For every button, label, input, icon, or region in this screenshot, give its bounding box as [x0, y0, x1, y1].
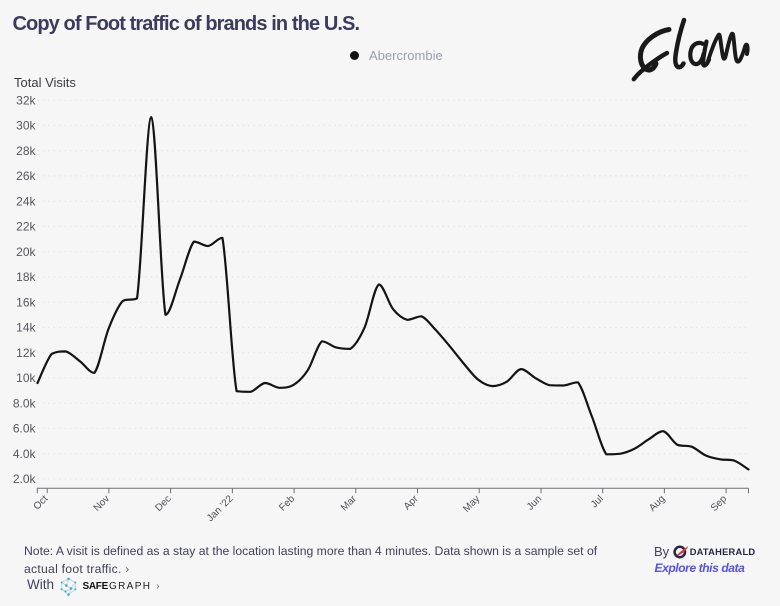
svg-text:20k: 20k: [16, 245, 36, 259]
svg-text:Sep: Sep: [709, 493, 730, 514]
svg-text:10k: 10k: [16, 371, 36, 385]
svg-text:Jun: Jun: [525, 494, 544, 513]
svg-text:2.0k: 2.0k: [13, 472, 37, 486]
svg-text:Feb: Feb: [277, 493, 297, 513]
svg-text:May: May: [461, 494, 482, 515]
svg-text:Jan ’22: Jan ’22: [205, 493, 236, 524]
svg-text:26k: 26k: [16, 169, 36, 183]
svg-text:Oct: Oct: [32, 493, 51, 512]
svg-text:Apr: Apr: [402, 493, 421, 512]
svg-text:18k: 18k: [16, 270, 36, 284]
svg-text:32k: 32k: [16, 93, 36, 107]
svg-text:14k: 14k: [16, 321, 36, 335]
svg-text:12k: 12k: [16, 346, 36, 360]
svg-text:Mar: Mar: [339, 493, 359, 513]
svg-text:16k: 16k: [16, 295, 36, 309]
svg-text:Jul: Jul: [589, 494, 606, 511]
svg-text:24k: 24k: [16, 194, 36, 208]
svg-text:22k: 22k: [16, 220, 36, 234]
svg-text:Dec: Dec: [153, 494, 173, 514]
svg-text:8.0k: 8.0k: [13, 396, 37, 410]
svg-text:4.0k: 4.0k: [13, 447, 37, 461]
svg-text:28k: 28k: [16, 144, 36, 158]
svg-text:Aug: Aug: [647, 494, 667, 514]
svg-text:6.0k: 6.0k: [13, 422, 37, 436]
svg-text:30k: 30k: [16, 119, 36, 133]
svg-text:Nov: Nov: [92, 494, 112, 514]
